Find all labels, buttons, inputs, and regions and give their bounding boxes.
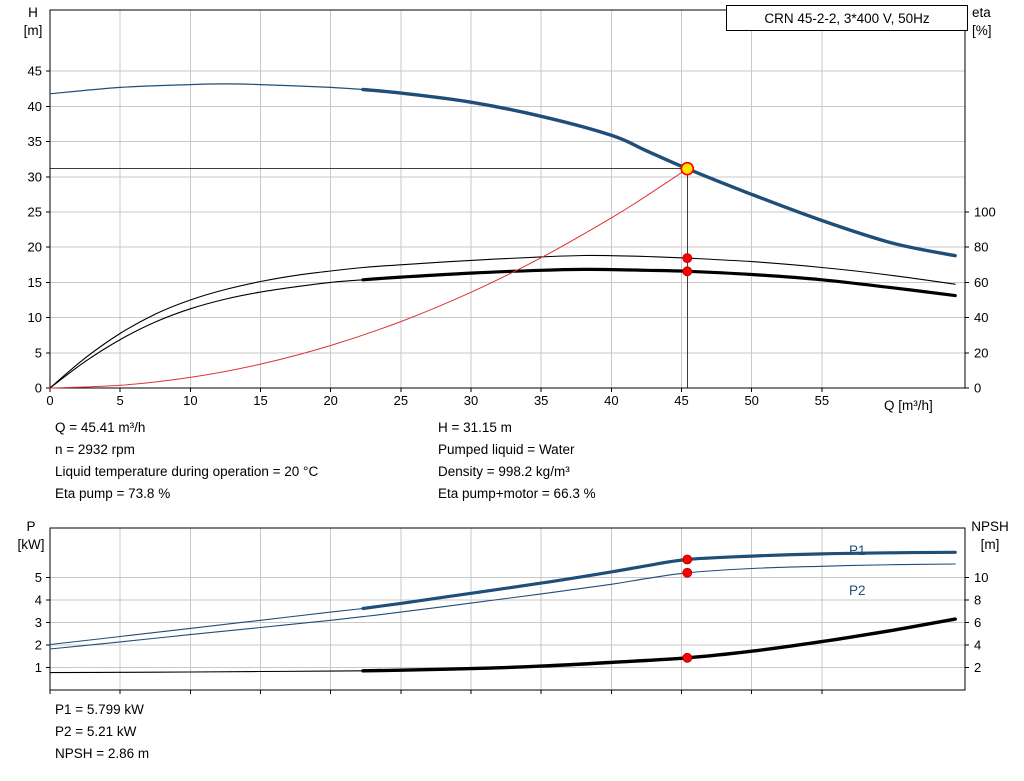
y-right-tick-label: 8	[974, 593, 981, 608]
p2-curve	[49, 563, 956, 650]
affinity-parabola	[49, 168, 688, 389]
y-left-tick-label: 0	[35, 381, 42, 396]
npsh-axis-label-unit: [m]	[980, 537, 1000, 552]
y-right-tick-label: 40	[974, 310, 988, 325]
p-axis-label-unit: [kW]	[17, 537, 45, 552]
y-left-tick-label: 40	[28, 99, 42, 114]
eta-axis-label-symbol: eta	[972, 5, 991, 20]
p-axis-label-symbol: P	[26, 519, 36, 534]
x-tick-label: 30	[464, 393, 478, 408]
info-n: n = 2932 rpm	[55, 442, 135, 457]
y-right-tick-label: 10	[974, 570, 988, 585]
info-pumped-liquid: Pumped liquid = Water	[438, 442, 575, 457]
title-box: CRN 45-2-2, 3*400 V, 50Hz	[726, 5, 968, 31]
y-right-tick-label: 0	[974, 381, 981, 396]
h-axis-label-symbol: H	[28, 5, 38, 20]
x-tick-label: 55	[815, 393, 829, 408]
info-liquid-temp: Liquid temperature during operation = 20…	[55, 464, 319, 479]
eta-pump-motor-curve	[361, 267, 957, 298]
x-tick-label: 40	[604, 393, 618, 408]
p2-marker	[682, 567, 693, 578]
y-left-tick-label: 30	[28, 169, 42, 184]
info-density: Density = 998.2 kg/m³	[438, 464, 570, 479]
eta-pump-curve	[49, 254, 956, 389]
head-curve	[361, 87, 957, 258]
p-axis-label: P [kW]	[12, 518, 50, 554]
npsh-curve	[49, 670, 364, 674]
plot-frame	[49, 527, 966, 691]
p1-curve	[361, 550, 957, 611]
eta-pump-motor-curve	[49, 279, 364, 389]
y-left-tick-label: 10	[28, 310, 42, 325]
info-block-bottom: P1 = 5.799 kW P2 = 5.21 kW NPSH = 2.86 m	[55, 701, 149, 767]
y-left-tick-label: 2	[35, 638, 42, 653]
y-left-tick-label: 3	[35, 615, 42, 630]
x-tick-label: 45	[674, 393, 688, 408]
eta-axis-label: eta [%]	[972, 4, 1016, 40]
info-eta-pump-motor: Eta pump+motor = 66.3 %	[438, 486, 596, 501]
y-left-tick-label: 35	[28, 134, 42, 149]
info-p2: P2 = 5.21 kW	[55, 724, 137, 739]
y-right-tick-label: 100	[974, 205, 996, 220]
p2-curve-label: P2	[849, 583, 866, 598]
y-left-tick-label: 1	[35, 660, 42, 675]
y-right-tick-label: 2	[974, 660, 981, 675]
y-right-tick-label: 4	[974, 638, 981, 653]
x-tick-label: 20	[323, 393, 337, 408]
info-block-left: Q = 45.41 m³/h n = 2932 rpm Liquid tempe…	[55, 419, 318, 507]
y-left-tick-label: 5	[35, 570, 42, 585]
eta-pump-motor-marker	[682, 266, 693, 277]
q-axis-label: Q [m³/h]	[884, 398, 933, 413]
info-eta-pump: Eta pump = 73.8 %	[55, 486, 171, 501]
head-curve	[49, 83, 364, 95]
duty-point-marker	[680, 161, 695, 176]
h-axis-label: H [m]	[16, 4, 50, 40]
info-p1: P1 = 5.799 kW	[55, 702, 144, 717]
title-box-label: CRN 45-2-2, 3*400 V, 50Hz	[764, 10, 930, 26]
plot-frame	[49, 9, 966, 389]
y-left-tick-label: 15	[28, 275, 42, 290]
info-block-right: H = 31.15 m Pumped liquid = Water Densit…	[438, 419, 596, 507]
p1-curve-label: P1	[849, 543, 866, 558]
x-tick-label: 0	[46, 393, 53, 408]
x-tick-label: 5	[117, 393, 124, 408]
y-left-tick-label: 45	[28, 64, 42, 79]
p1-marker	[682, 554, 693, 565]
y-left-tick-label: 4	[35, 593, 42, 608]
y-right-tick-label: 20	[974, 345, 988, 360]
h-axis-label-unit: [m]	[23, 23, 43, 38]
npsh-marker	[682, 652, 693, 663]
x-tick-label: 35	[534, 393, 548, 408]
x-tick-label: 10	[183, 393, 197, 408]
info-q: Q = 45.41 m³/h	[55, 420, 146, 435]
p1-curve	[49, 607, 364, 646]
y-right-tick-label: 60	[974, 275, 988, 290]
npsh-axis-label: NPSH [m]	[962, 518, 1018, 554]
info-npsh: NPSH = 2.86 m	[55, 746, 150, 761]
x-tick-label: 50	[744, 393, 758, 408]
y-left-tick-label: 5	[35, 345, 42, 360]
info-h: H = 31.15 m	[438, 420, 512, 435]
eta-pump-marker	[682, 253, 693, 264]
y-left-tick-label: 25	[28, 205, 42, 220]
eta-axis-label-unit: [%]	[972, 23, 992, 38]
y-right-tick-label: 80	[974, 240, 988, 255]
x-tick-label: 15	[253, 393, 267, 408]
npsh-curve	[361, 617, 957, 673]
y-right-tick-label: 6	[974, 615, 981, 630]
npsh-axis-label-symbol: NPSH	[971, 519, 1009, 534]
y-left-tick-label: 20	[28, 240, 42, 255]
x-tick-label: 25	[394, 393, 408, 408]
